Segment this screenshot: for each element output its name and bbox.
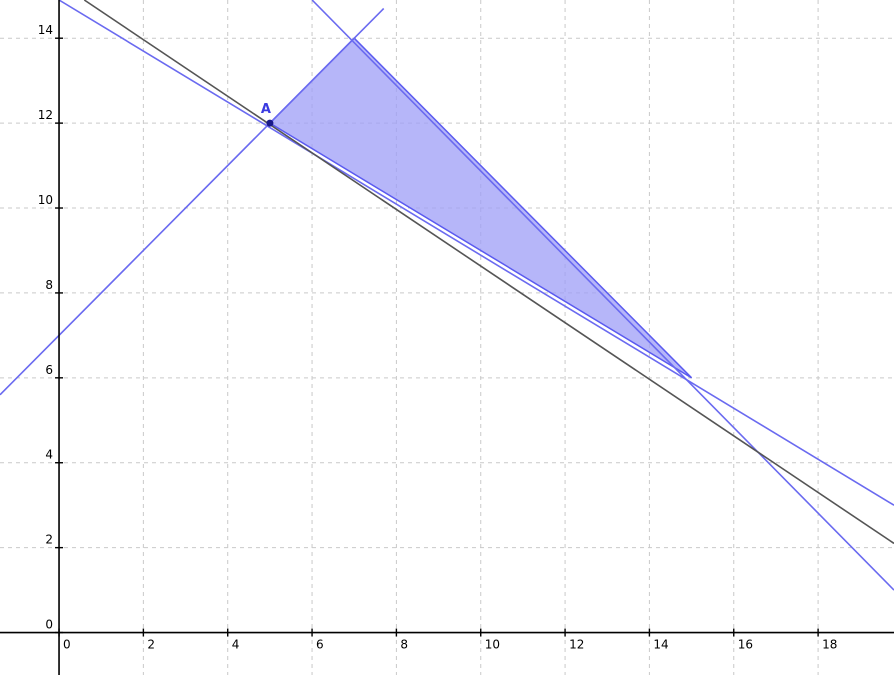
x-tick-label: 4 — [232, 638, 240, 652]
series-line-3 — [311, 0, 894, 591]
series-line-4 — [83, 0, 894, 545]
tick-labels-layer: 0 2 4 6 8 10 12 14 16 18 0 2 4 6 8 10 12 14 — [38, 23, 838, 651]
x-tick-label: 6 — [316, 638, 324, 652]
point-label-a: A — [261, 102, 271, 117]
y-tick-label: 8 — [45, 278, 53, 292]
y-tick-label: 0 — [45, 618, 53, 632]
point-a — [266, 119, 274, 127]
y-tick-label: 2 — [45, 533, 53, 547]
series-line-2 — [58, 0, 894, 506]
x-tick-label: 12 — [569, 638, 584, 652]
x-tick-label: 10 — [485, 638, 500, 652]
y-tick-label: 4 — [45, 448, 53, 462]
y-tick-label: 10 — [38, 193, 53, 207]
x-tick-label: 18 — [822, 638, 837, 652]
y-tick-label: 14 — [38, 23, 53, 37]
x-tick-label: 14 — [653, 638, 668, 652]
points-layer: A — [261, 102, 274, 127]
x-tick-label: 2 — [147, 638, 155, 652]
series-line-1 — [0, 7, 385, 396]
x-tick-label: 16 — [738, 638, 753, 652]
x-tick-label: 0 — [63, 638, 71, 652]
lines-layer — [0, 0, 894, 591]
y-tick-label: 12 — [38, 108, 53, 122]
x-tick-label: 8 — [400, 638, 408, 652]
y-tick-label: 6 — [45, 363, 53, 377]
